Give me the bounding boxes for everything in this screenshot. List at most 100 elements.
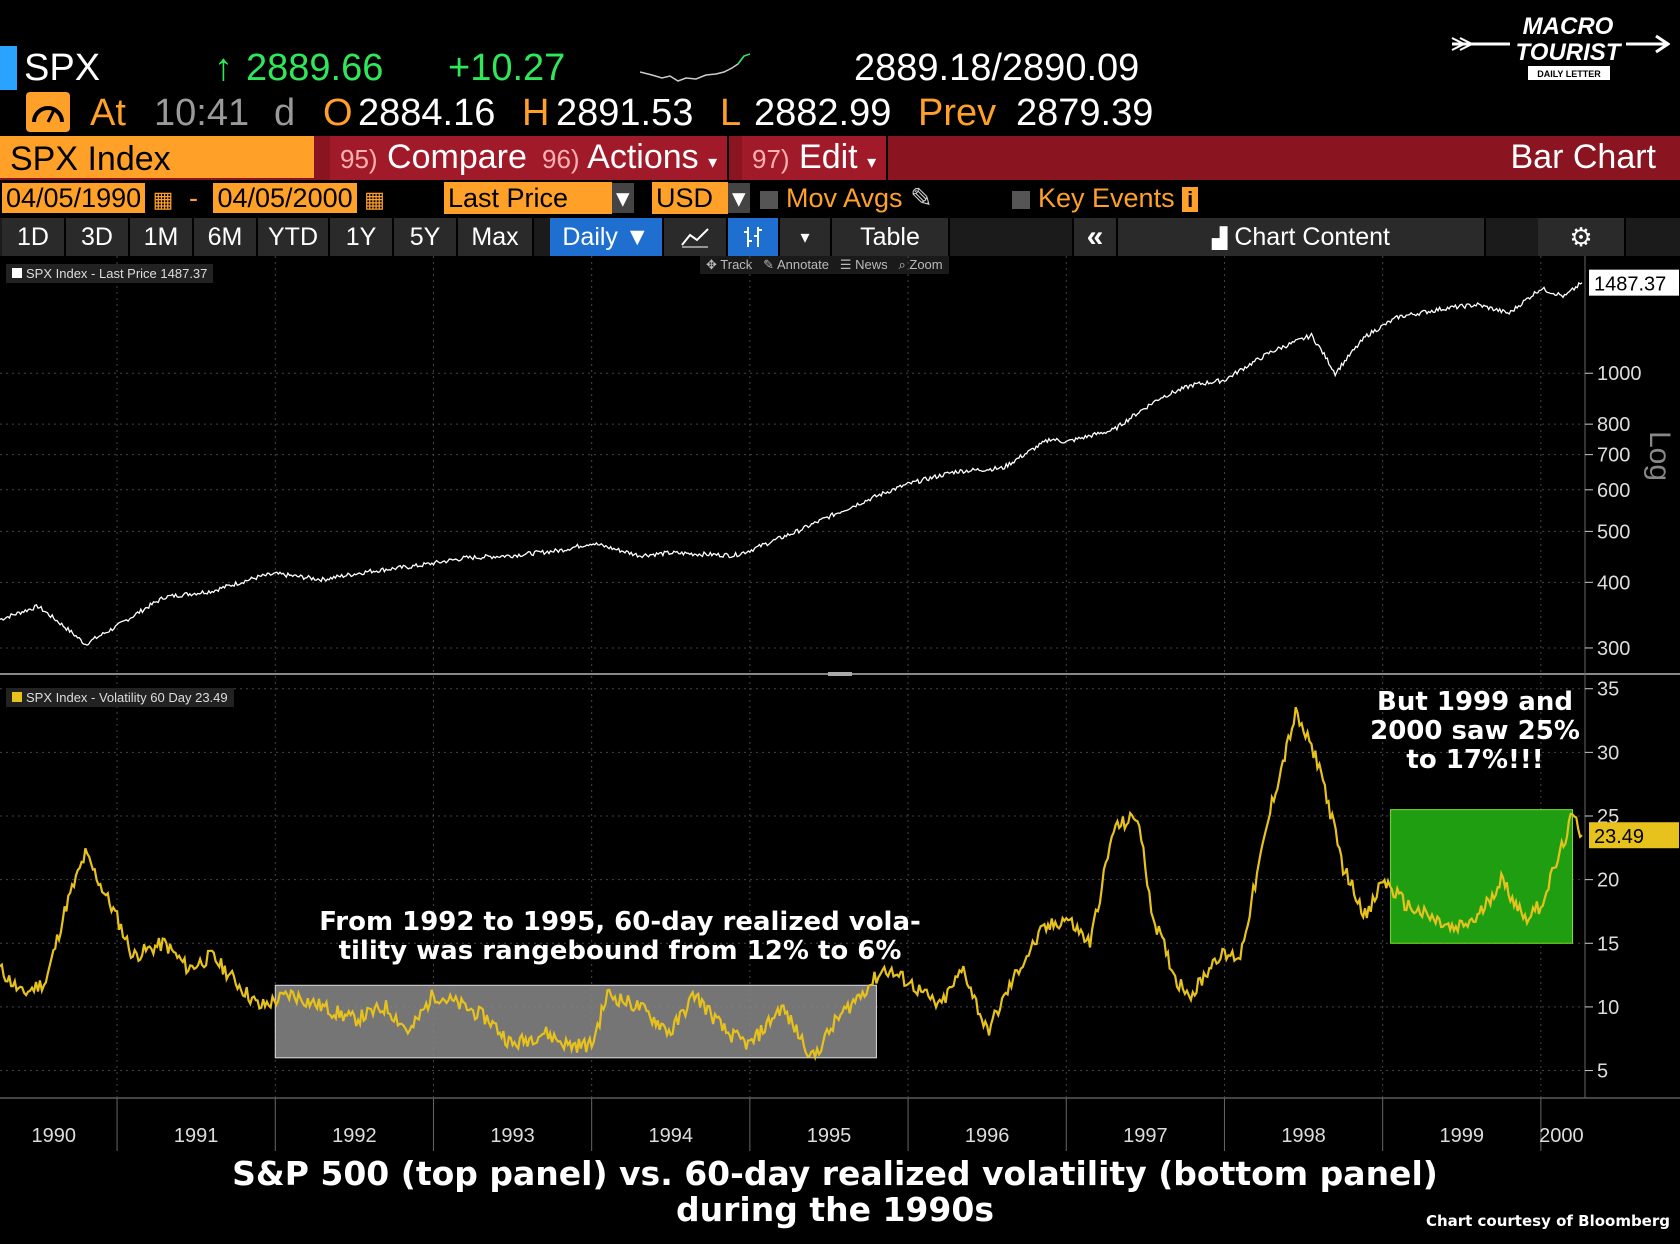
tab-5y[interactable]: 5Y	[394, 218, 458, 256]
mov-avgs-label: Mov Avgs	[786, 183, 903, 213]
tab-ytd[interactable]: YTD	[258, 218, 330, 256]
tab-1y[interactable]: 1Y	[330, 218, 394, 256]
currency-select[interactable]: USD ▾	[652, 182, 750, 214]
logo-line3: DAILY LETTER	[1537, 69, 1601, 79]
edit-menu[interactable]: 97) Edit ▾	[742, 136, 889, 180]
bar-chart-icon[interactable]	[728, 218, 780, 256]
vol-last-tag-label: 23.49	[1594, 826, 1644, 848]
late-annotation-line1: But 1999 and	[1377, 687, 1573, 717]
actions-label: Actions	[587, 138, 699, 176]
caption-line2: during the 1990s	[676, 1190, 994, 1229]
info-icon: i	[1182, 187, 1199, 212]
vol-y-tick-label: 35	[1597, 679, 1619, 701]
mov-avgs-toggle[interactable]: Mov Avgs ✎	[760, 182, 933, 214]
key-events-checkbox	[1012, 190, 1030, 209]
delayed-flag: d	[274, 92, 296, 134]
chart-area: 300 400 500 600 700 800 1000 Log 1487.37 5 10 15 20…	[0, 256, 1680, 1151]
vol-y-tick-label: 20	[1597, 870, 1619, 892]
tab-1m[interactable]: 1M	[130, 218, 194, 256]
vol-y-tick-label: 5	[1597, 1061, 1608, 1083]
annotate-tool[interactable]: ✎ Annotate	[763, 257, 829, 272]
actions-caret-icon: ▾	[708, 152, 718, 172]
compare-num: 95)	[340, 144, 378, 174]
caption-line1: S&P 500 (top panel) vs. 60-day realized …	[232, 1154, 1438, 1193]
macro-tourist-logo: MACRO TOURIST DAILY LETTER	[1450, 10, 1671, 86]
last-price: 2889.66	[246, 47, 384, 89]
at-label: At	[90, 92, 126, 134]
actions-menu[interactable]: 96) Actions ▾	[532, 136, 730, 180]
prev-label: Prev	[918, 92, 997, 134]
currency-dropdown-icon: ▾	[728, 183, 750, 213]
mov-avgs-checkbox	[760, 190, 778, 209]
logo-line2: TOURIST	[1516, 39, 1623, 66]
line-chart-icon[interactable]	[664, 218, 728, 256]
field-select[interactable]: Last Price ▾	[444, 182, 634, 214]
end-date-input[interactable]: 04/05/2000	[213, 183, 357, 213]
chart-tools: ✥ Track ✎ Annotate ☰ News ⌕ Zoom	[700, 256, 949, 274]
vol-series-line	[0, 706, 1583, 1062]
prev-value: 2879.39	[1016, 92, 1154, 134]
date-dash: -	[188, 183, 198, 213]
price-y-tick-label: 600	[1597, 480, 1630, 502]
late-annotation-line2: 2000 saw 25%	[1370, 716, 1580, 746]
actions-num: 96)	[542, 144, 580, 174]
price-y-tick-label: 300	[1597, 638, 1630, 660]
vol-legend: SPX Index - Volatility 60 Day 23.49	[6, 688, 234, 707]
zoom-tool[interactable]: ⌕ Zoom	[898, 257, 943, 272]
tab-6m[interactable]: 6M	[194, 218, 258, 256]
start-date-input[interactable]: 04/05/1990	[2, 183, 146, 213]
track-tool[interactable]: ✥ Track	[706, 257, 753, 272]
low-value: 2882.99	[754, 92, 892, 134]
x-tick-label: 1998	[1281, 1125, 1326, 1147]
x-tick-label: 1991	[174, 1125, 219, 1147]
tab-max[interactable]: Max	[458, 218, 534, 256]
vol-y-tick-label: 30	[1597, 742, 1619, 764]
key-events-toggle[interactable]: Key Events i	[1012, 182, 1199, 216]
compare-label: Compare	[387, 138, 527, 176]
x-tick-label: 1990	[32, 1125, 77, 1147]
panel-resize-handle	[828, 672, 852, 676]
x-tick-label: 1993	[490, 1125, 535, 1147]
currency-value: USD	[652, 182, 728, 214]
x-tick-label: 1992	[332, 1125, 377, 1147]
table-button[interactable]: Table	[832, 218, 950, 256]
price-y-tick-label: 1000	[1597, 363, 1642, 385]
net-change: +10.27	[448, 47, 566, 89]
news-tool[interactable]: ☰ News	[839, 257, 888, 272]
tab-spacer	[950, 218, 1074, 256]
security-field[interactable]: SPX Index	[0, 136, 314, 178]
intraday-sparkline	[640, 53, 750, 82]
vol-y-tick-label: 15	[1597, 933, 1619, 955]
period-select[interactable]: Daily ▼	[550, 218, 664, 256]
price-y-tick-label: 700	[1597, 445, 1630, 467]
x-tick-label: 1994	[649, 1125, 694, 1147]
chart-content-button[interactable]: ▟ Chart Content	[1118, 218, 1486, 256]
chart-style-dropdown-icon[interactable]: ▾	[780, 218, 832, 256]
settings-gear-icon[interactable]: ⚙	[1538, 218, 1626, 256]
vol-y-tick-label: 10	[1597, 997, 1619, 1019]
edit-num: 97)	[752, 144, 790, 174]
collapse-icon[interactable]: «	[1074, 218, 1118, 256]
start-calendar-icon[interactable]: ▦	[152, 187, 174, 212]
vol-legend-swatch	[12, 692, 22, 702]
high-label: H	[522, 92, 550, 134]
edit-caret-icon: ▾	[867, 152, 877, 172]
compare-button[interactable]: 95) Compare	[330, 136, 539, 180]
price-y-tick-label: 500	[1597, 521, 1630, 543]
chart-credit: Chart courtesy of Bloomberg	[1425, 1212, 1670, 1230]
pencil-icon: ✎	[910, 183, 933, 213]
price-legend-swatch	[12, 268, 22, 278]
chart-caption: S&P 500 (top panel) vs. 60-day realized …	[0, 1156, 1670, 1228]
x-tick-label: 1997	[1123, 1125, 1168, 1147]
late-annotation-line3: to 17%!!!	[1406, 745, 1544, 775]
field-dropdown-icon: ▾	[612, 183, 634, 213]
tab-1d[interactable]: 1D	[2, 218, 66, 256]
range-annotation-line1: From 1992 to 1995, 60-day realized vola-	[319, 907, 921, 937]
late-highlight-box	[1390, 809, 1574, 944]
date-range: 04/05/1990 ▦ - 04/05/2000 ▦	[2, 182, 385, 216]
field-value: Last Price	[444, 182, 612, 214]
end-calendar-icon[interactable]: ▦	[364, 187, 385, 212]
open-label: O	[323, 92, 353, 134]
tab-3d[interactable]: 3D	[66, 218, 130, 256]
key-events-label: Key Events	[1038, 183, 1175, 213]
